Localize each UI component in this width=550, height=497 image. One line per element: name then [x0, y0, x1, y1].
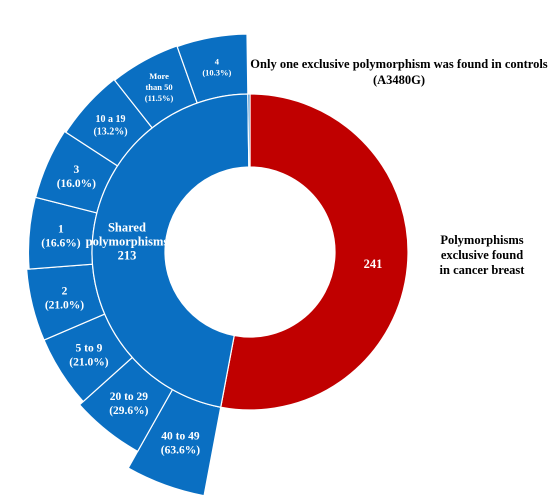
outer-20-to-29-label-2: (29.6%): [109, 405, 148, 417]
outer-10-a-19-label-1: 10 a 19: [96, 114, 126, 125]
outer-3-label-1: 3: [73, 164, 79, 176]
outer-40-to-49-label-1: 40 to 49: [161, 431, 200, 443]
outer-5-to-9-label-1: 5 to 9: [75, 343, 102, 355]
controls-annotation: Only one exclusive polymorphism was foun…: [250, 57, 548, 87]
cancer-annotation: Polymorphisms exclusive found in cancer …: [440, 233, 526, 277]
outer-more-than-50-label-3: (11.5%): [145, 93, 174, 103]
outer-2-label-2: (21.0%): [45, 300, 84, 312]
outer-more-than-50-label-1: More: [149, 71, 169, 81]
outer-3-label-2: (16.0%): [57, 178, 96, 190]
inner-slice-shared-polymorphisms: [91, 93, 250, 408]
controls-annotation-line-2: (A3480G): [373, 73, 425, 87]
outer-40-to-49-label-2: (63.6%): [161, 445, 200, 457]
inner-polymorphisms-exclusive-found-in-cancer-breast-label-1: 241: [364, 257, 383, 271]
cancer-annotation-line-1: Polymorphisms: [440, 233, 523, 247]
inner-slice-only-one-exclusive-polymorphism-was-found-in-controls-a3480g: [247, 93, 251, 168]
outer-1-label-1: 1: [58, 224, 64, 236]
outer-more-than-50-label-2: than 50: [145, 82, 172, 92]
controls-annotation-line-1: Only one exclusive polymorphism was foun…: [250, 57, 548, 71]
inner-ring: [91, 93, 409, 411]
outer-4-label-1: 4: [215, 56, 220, 66]
cancer-annotation-line-3: in cancer breast: [440, 263, 526, 277]
inner-shared-polymorphisms-label-3: 213: [118, 249, 137, 263]
inner-slice-polymorphisms-exclusive-found-in-cancer-breast: [220, 93, 409, 411]
outer-5-to-9-label-2: (21.0%): [69, 357, 108, 369]
cancer-annotation-line-2: exclusive found: [441, 248, 523, 262]
outer-2-label-1: 2: [62, 286, 68, 298]
inner-shared-polymorphisms-label-2: polymorphisms: [86, 235, 169, 249]
outer-4-label-2: (10.3%): [202, 67, 231, 77]
outer-10-a-19-label-2: (13.2%): [93, 126, 127, 137]
outer-ring: [25, 33, 249, 497]
outer-1-label-2: (16.6%): [41, 238, 80, 250]
outer-20-to-29-label-1: 20 to 29: [110, 391, 149, 403]
inner-shared-polymorphisms-label-1: Shared: [108, 221, 146, 235]
